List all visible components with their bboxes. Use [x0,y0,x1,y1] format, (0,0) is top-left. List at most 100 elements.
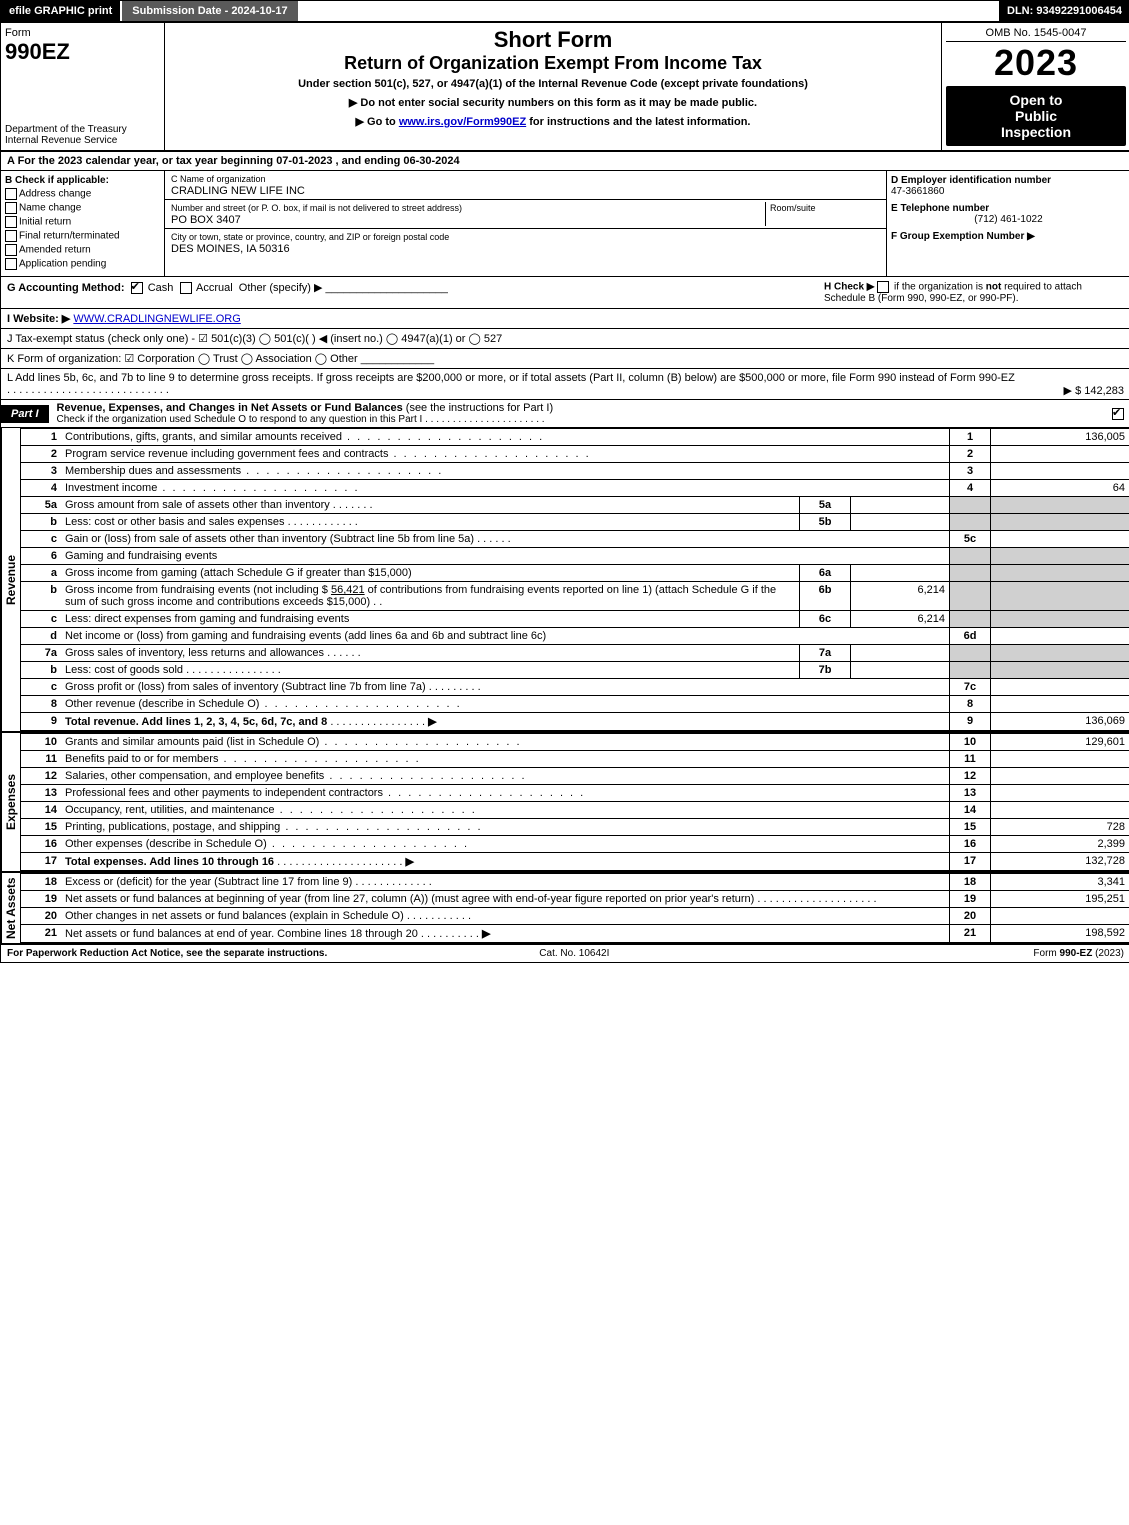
l6d-val [991,628,1129,645]
l6b-subval: 6,214 [851,582,950,611]
goto-pre: ▶ Go to [356,116,399,128]
l15-val: 728 [991,819,1129,836]
line-a: A For the 2023 calendar year, or tax yea… [1,152,1129,171]
l6b-desc-pre: Gross income from fundraising events (no… [65,584,331,596]
l16-desc: Other expenses (describe in Schedule O) [65,838,267,850]
h-not: not [986,282,1002,293]
row-l-amount: ▶ $ 142,283 [1064,384,1124,397]
line-8: 8 Other revenue (describe in Schedule O)… [21,696,1129,713]
website-link[interactable]: WWW.CRADLINGNEWLIFE.ORG [73,313,240,325]
line-5a: 5a Gross amount from sale of assets othe… [21,497,1129,514]
line-11: 11 Benefits paid to or for members 11 [21,751,1129,768]
line-18: 18 Excess or (deficit) for the year (Sub… [21,874,1129,891]
l7a-sub: 7a [800,645,851,662]
l1-no: 1 [21,429,62,446]
line-10: 10 Grants and similar amounts paid (list… [21,734,1129,751]
part-i-sub: Check if the organization used Schedule … [57,414,423,425]
open-line2: Public [1015,108,1057,124]
l12-no: 12 [21,768,62,785]
l6a-no: a [21,565,62,582]
l13-box: 13 [950,785,991,802]
l15-desc: Printing, publications, postage, and shi… [65,821,280,833]
line-14: 14 Occupancy, rent, utilities, and maint… [21,802,1129,819]
row-k-text: K Form of organization: ☑ Corporation ◯ … [7,353,358,365]
h-label: H Check ▶ [824,282,874,293]
line-20: 20 Other changes in net assets or fund b… [21,908,1129,925]
lbl-address-change: Address change [19,189,91,200]
chk-cash[interactable] [131,282,143,294]
goto-link[interactable]: www.irs.gov/Form990EZ [399,116,526,128]
l6c-subval: 6,214 [851,611,950,628]
l13-val [991,785,1129,802]
top-bar: efile GRAPHIC print Submission Date - 20… [1,1,1129,23]
chk-application-pending[interactable] [5,258,17,270]
l6d-desc: Net income or (loss) from gaming and fun… [61,628,950,645]
form-number: 990EZ [5,39,70,64]
l5b-sub: 5b [800,514,851,531]
l19-val: 195,251 [991,891,1129,908]
l7a-subval [851,645,950,662]
l4-desc: Investment income [65,482,157,494]
chk-schedule-o-part1[interactable] [1112,408,1124,420]
line-6b: b Gross income from fundraising events (… [21,582,1129,611]
l16-box: 16 [950,836,991,853]
submission-date: Submission Date - 2024-10-17 [122,1,297,21]
line-6a: a Gross income from gaming (attach Sched… [21,565,1129,582]
side-expenses: Expenses [1,733,20,871]
line-1: 1 Contributions, gifts, grants, and simi… [21,429,1129,446]
lbl-final-return: Final return/terminated [19,231,120,242]
line-7a: 7a Gross sales of inventory, less return… [21,645,1129,662]
ein-value: 47-3661860 [891,186,944,197]
l9-desc: Total revenue. Add lines 1, 2, 3, 4, 5c,… [65,716,327,728]
website-label: I Website: ▶ [7,313,70,325]
chk-schedule-b[interactable] [877,281,889,293]
l7c-val [991,679,1129,696]
line-12: 12 Salaries, other compensation, and emp… [21,768,1129,785]
under-section: Under section 501(c), 527, or 4947(a)(1)… [171,78,935,90]
l21-box: 21 [950,925,991,943]
l7b-desc: Less: cost of goods sold [65,664,183,676]
lbl-application-pending: Application pending [19,259,106,270]
l6a-subval [851,565,950,582]
l13-no: 13 [21,785,62,802]
footer-left: For Paperwork Reduction Act Notice, see … [7,948,327,959]
l4-no: 4 [21,480,62,497]
l12-desc: Salaries, other compensation, and employ… [65,770,324,782]
lbl-cash: Cash [148,282,174,294]
l6a-sub: 6a [800,565,851,582]
chk-final-return[interactable] [5,230,17,242]
row-j-text: J Tax-exempt status (check only one) - ☑… [7,333,502,345]
l5a-subval [851,497,950,514]
col-b-checkboxes: B Check if applicable: Address change Na… [1,171,165,276]
l7c-no: c [21,679,62,696]
l2-no: 2 [21,446,62,463]
line-a-text: A For the 2023 calendar year, or tax yea… [7,155,460,167]
lbl-initial-return: Initial return [19,217,71,228]
l11-desc: Benefits paid to or for members [65,753,218,765]
chk-initial-return[interactable] [5,216,17,228]
group-exemption-label: F Group Exemption Number ▶ [891,231,1035,242]
l20-desc: Other changes in net assets or fund bala… [65,910,404,922]
line-6c: c Less: direct expenses from gaming and … [21,611,1129,628]
accounting-method-label: G Accounting Method: [7,282,125,294]
l11-val [991,751,1129,768]
l7b-subval [851,662,950,679]
row-j-tax-status: J Tax-exempt status (check only one) - ☑… [1,329,1129,349]
l21-no: 21 [21,925,62,943]
l12-box: 12 [950,768,991,785]
chk-amended-return[interactable] [5,244,17,256]
chk-accrual[interactable] [180,282,192,294]
tel-value: (712) 461-1022 [891,214,1126,225]
chk-address-change[interactable] [5,188,17,200]
short-form-title: Short Form [171,27,935,53]
efile-print-button[interactable]: efile GRAPHIC print [1,1,122,21]
chk-name-change[interactable] [5,202,17,214]
l21-desc: Net assets or fund balances at end of ye… [65,928,418,940]
row-k-form-org: K Form of organization: ☑ Corporation ◯ … [1,349,1129,369]
col-d-ids: D Employer identification number 47-3661… [886,171,1129,276]
l6-no: 6 [21,548,62,565]
l1-desc: Contributions, gifts, grants, and simila… [65,431,342,443]
l9-val: 136,069 [991,713,1129,731]
omb-number: OMB No. 1545-0047 [946,27,1126,42]
line-6: 6 Gaming and fundraising events [21,548,1129,565]
